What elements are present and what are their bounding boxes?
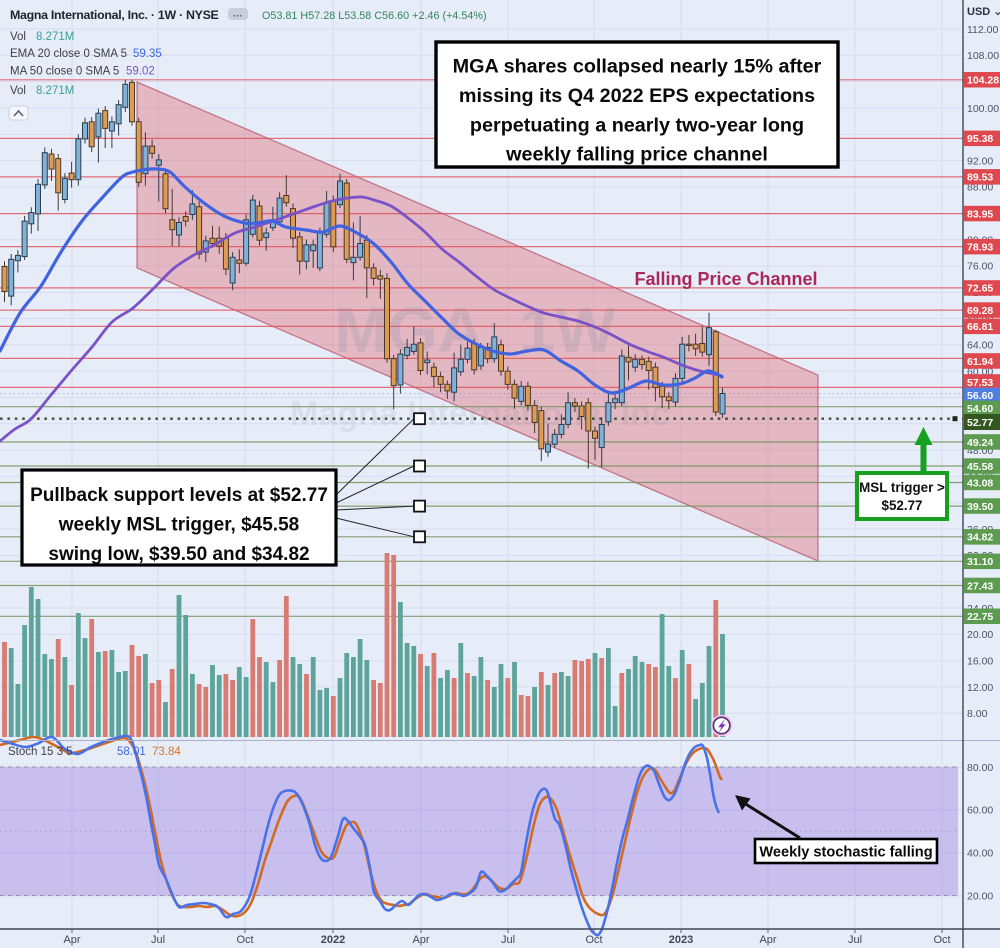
svg-text:USD ⌄: USD ⌄ <box>967 6 1000 18</box>
svg-text:Vol: Vol <box>10 31 26 43</box>
svg-text:78.93: 78.93 <box>967 241 993 253</box>
svg-text:60.00: 60.00 <box>967 805 993 817</box>
svg-text:59.35: 59.35 <box>133 48 162 60</box>
svg-text:Falling Price Channel: Falling Price Channel <box>634 269 817 289</box>
svg-text:…: … <box>233 9 243 20</box>
svg-text:2023: 2023 <box>669 934 693 946</box>
svg-text:$52.77: $52.77 <box>882 498 923 513</box>
svg-text:89.53: 89.53 <box>967 172 993 184</box>
svg-text:weekly falling price channel: weekly falling price channel <box>505 144 768 166</box>
svg-text:92.00: 92.00 <box>967 155 993 167</box>
svg-text:20.00: 20.00 <box>967 890 993 902</box>
svg-text:perpetuating a nearly two-year: perpetuating a nearly two-year long <box>470 114 804 136</box>
svg-text:O53.81 H57.28 L53.58 C56.60: O53.81 H57.28 L53.58 C56.60 +2.46 (+4.54… <box>262 10 487 22</box>
svg-text:Jul: Jul <box>501 934 515 946</box>
svg-text:80.00: 80.00 <box>967 762 993 774</box>
svg-text:Pullback support levels at $52: Pullback support levels at $52.77 <box>30 485 328 506</box>
svg-text:MGA shares collapsed nearly 15: MGA shares collapsed nearly 15% after <box>453 56 822 78</box>
svg-text:swing low, $39.50 and $34.82: swing low, $39.50 and $34.82 <box>48 544 309 565</box>
svg-text:76.00: 76.00 <box>967 261 993 273</box>
svg-text:27.43: 27.43 <box>967 580 993 592</box>
svg-text:108.00: 108.00 <box>967 50 999 62</box>
svg-text:40.00: 40.00 <box>967 848 993 860</box>
svg-text:20.00: 20.00 <box>967 629 993 641</box>
svg-text:16.00: 16.00 <box>967 656 993 668</box>
svg-text:61.94: 61.94 <box>967 356 993 368</box>
svg-text:104.28: 104.28 <box>967 75 999 87</box>
svg-text:missing its Q4 2022 EPS expect: missing its Q4 2022 EPS expectations <box>459 85 815 107</box>
svg-text:EMA 20 close 0 SMA 5: EMA 20 close 0 SMA 5 <box>10 48 127 60</box>
svg-text:Weekly stochastic falling: Weekly stochastic falling <box>759 845 932 861</box>
svg-text:Stoch 15 3 5: Stoch 15 3 5 <box>8 746 73 758</box>
svg-text:69.28: 69.28 <box>967 305 993 317</box>
svg-text:Vol: Vol <box>10 85 26 97</box>
svg-text:Apr: Apr <box>759 934 776 946</box>
svg-text:66.81: 66.81 <box>967 321 993 333</box>
svg-text:73.84: 73.84 <box>152 746 181 758</box>
svg-text:83.95: 83.95 <box>967 208 993 220</box>
svg-text:Oct: Oct <box>585 934 602 946</box>
svg-text:MSL trigger >: MSL trigger > <box>859 480 945 495</box>
svg-text:Apr: Apr <box>63 934 80 946</box>
svg-text:112.00: 112.00 <box>967 24 998 36</box>
svg-text:39.50: 39.50 <box>967 501 993 513</box>
svg-text:Jul: Jul <box>151 934 165 946</box>
svg-text:Oct: Oct <box>933 934 950 946</box>
svg-text:52.77: 52.77 <box>967 417 993 429</box>
svg-text:MA 50 close 0 SMA 5: MA 50 close 0 SMA 5 <box>10 66 119 78</box>
svg-text:56.60: 56.60 <box>967 390 993 402</box>
svg-text:Magna International, Inc. · 1W: Magna International, Inc. · 1W · NYSE <box>10 8 219 22</box>
svg-text:58.01: 58.01 <box>117 746 146 758</box>
svg-text:8.00: 8.00 <box>967 708 988 720</box>
svg-text:34.82: 34.82 <box>967 532 993 544</box>
svg-text:49.24: 49.24 <box>967 437 993 449</box>
svg-text:8.271M: 8.271M <box>36 31 74 43</box>
svg-text:Apr: Apr <box>412 934 429 946</box>
svg-text:2022: 2022 <box>321 934 345 946</box>
svg-text:45.58: 45.58 <box>967 461 993 473</box>
svg-text:weekly MSL trigger, $45.58: weekly MSL trigger, $45.58 <box>58 515 299 536</box>
svg-text:88.00: 88.00 <box>967 182 993 194</box>
svg-text:31.10: 31.10 <box>967 556 993 568</box>
svg-text:12.00: 12.00 <box>967 682 993 694</box>
svg-text:72.65: 72.65 <box>967 283 993 295</box>
svg-text:Jul: Jul <box>848 934 862 946</box>
svg-text:54.60: 54.60 <box>967 403 993 415</box>
svg-text:Oct: Oct <box>236 934 253 946</box>
svg-text:8.271M: 8.271M <box>36 85 74 97</box>
svg-text:100.00: 100.00 <box>967 103 999 115</box>
svg-text:95.38: 95.38 <box>967 133 993 145</box>
svg-text:59.02: 59.02 <box>126 66 155 78</box>
svg-text:64.00: 64.00 <box>967 340 993 352</box>
svg-text:43.08: 43.08 <box>967 477 993 489</box>
svg-text:22.75: 22.75 <box>967 611 993 623</box>
svg-text:57.53: 57.53 <box>967 377 993 389</box>
